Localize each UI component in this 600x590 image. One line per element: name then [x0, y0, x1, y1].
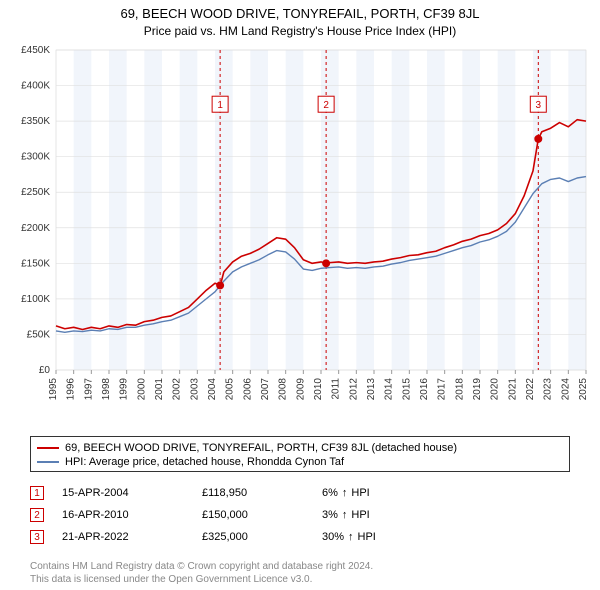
svg-text:2013: 2013 — [366, 378, 377, 401]
chart-subtitle: Price paid vs. HM Land Registry's House … — [0, 21, 600, 44]
svg-text:2011: 2011 — [331, 378, 342, 400]
svg-text:2019: 2019 — [472, 378, 483, 401]
table-row: 2 16-APR-2010 £150,000 3% ↑ HPI — [30, 504, 570, 526]
svg-text:£0: £0 — [39, 365, 51, 376]
svg-text:2023: 2023 — [543, 378, 554, 401]
event-badge: 2 — [30, 508, 44, 522]
svg-text:£350K: £350K — [21, 116, 50, 127]
svg-text:2018: 2018 — [454, 378, 465, 401]
event-date: 15-APR-2004 — [62, 487, 202, 499]
footer-line: Contains HM Land Registry data © Crown c… — [30, 560, 373, 573]
svg-text:2014: 2014 — [384, 378, 395, 401]
svg-text:£400K: £400K — [21, 81, 50, 92]
svg-text:2004: 2004 — [207, 378, 218, 401]
svg-text:2001: 2001 — [154, 378, 165, 401]
event-date: 16-APR-2010 — [62, 509, 202, 521]
chart-title: 69, BEECH WOOD DRIVE, TONYREFAIL, PORTH,… — [0, 0, 600, 21]
pct-tag: HPI — [351, 509, 369, 521]
up-arrow-icon: ↑ — [342, 487, 348, 499]
svg-text:2020: 2020 — [490, 378, 501, 401]
svg-text:2010: 2010 — [313, 378, 324, 401]
event-badge: 3 — [30, 530, 44, 544]
svg-text:1998: 1998 — [101, 378, 112, 401]
svg-text:2000: 2000 — [136, 378, 147, 401]
svg-text:2003: 2003 — [189, 378, 200, 401]
legend-item-property: 69, BEECH WOOD DRIVE, TONYREFAIL, PORTH,… — [37, 441, 563, 455]
svg-text:£50K: £50K — [27, 329, 51, 340]
line-chart: £0 £50K £100K £150K £200K £250K £300K £350K £400… — [0, 44, 600, 424]
svg-text:2: 2 — [323, 100, 329, 111]
svg-text:2022: 2022 — [525, 378, 536, 401]
svg-text:2024: 2024 — [560, 378, 571, 401]
svg-text:2005: 2005 — [225, 378, 236, 401]
event-pct: 30% ↑ HPI — [322, 531, 462, 543]
event-pct: 6% ↑ HPI — [322, 487, 462, 499]
event-table: 1 15-APR-2004 £118,950 6% ↑ HPI 2 16-APR… — [30, 482, 570, 548]
legend-item-hpi: HPI: Average price, detached house, Rhon… — [37, 455, 563, 469]
event-price: £325,000 — [202, 531, 322, 543]
svg-text:£250K: £250K — [21, 187, 50, 198]
svg-text:1996: 1996 — [66, 378, 77, 401]
svg-text:1997: 1997 — [83, 378, 94, 401]
up-arrow-icon: ↑ — [348, 531, 354, 543]
svg-text:2017: 2017 — [437, 378, 448, 401]
event-badge: 1 — [30, 486, 44, 500]
svg-text:2016: 2016 — [419, 378, 430, 401]
svg-text:£200K: £200K — [21, 223, 50, 234]
pct-value: 6% — [322, 487, 338, 499]
svg-text:2009: 2009 — [295, 378, 306, 401]
svg-text:2015: 2015 — [401, 378, 412, 401]
up-arrow-icon: ↑ — [342, 509, 348, 521]
legend-label: 69, BEECH WOOD DRIVE, TONYREFAIL, PORTH,… — [65, 442, 457, 454]
table-row: 3 21-APR-2022 £325,000 30% ↑ HPI — [30, 526, 570, 548]
pct-tag: HPI — [358, 531, 376, 543]
pct-tag: HPI — [351, 487, 369, 499]
svg-text:£300K: £300K — [21, 152, 50, 163]
legend-swatch — [37, 461, 59, 463]
chart-area: £0 £50K £100K £150K £200K £250K £300K £350K £400… — [0, 44, 600, 424]
legend: 69, BEECH WOOD DRIVE, TONYREFAIL, PORTH,… — [30, 436, 570, 472]
event-pct: 3% ↑ HPI — [322, 509, 462, 521]
svg-text:2007: 2007 — [260, 378, 271, 401]
svg-text:2008: 2008 — [278, 378, 289, 401]
footer: Contains HM Land Registry data © Crown c… — [30, 560, 373, 586]
svg-text:2025: 2025 — [578, 378, 589, 401]
svg-text:2012: 2012 — [348, 378, 359, 401]
svg-text:3: 3 — [536, 100, 542, 111]
legend-label: HPI: Average price, detached house, Rhon… — [65, 456, 344, 468]
svg-text:2002: 2002 — [172, 378, 183, 401]
event-price: £150,000 — [202, 509, 322, 521]
svg-text:2006: 2006 — [242, 378, 253, 401]
pct-value: 3% — [322, 509, 338, 521]
svg-text:1995: 1995 — [48, 378, 59, 401]
svg-text:2021: 2021 — [507, 378, 518, 401]
svg-text:1999: 1999 — [119, 378, 130, 401]
svg-text:£100K: £100K — [21, 294, 50, 305]
table-row: 1 15-APR-2004 £118,950 6% ↑ HPI — [30, 482, 570, 504]
event-date: 21-APR-2022 — [62, 531, 202, 543]
pct-value: 30% — [322, 531, 344, 543]
event-price: £118,950 — [202, 487, 322, 499]
svg-text:1: 1 — [217, 100, 223, 111]
svg-text:£150K: £150K — [21, 258, 50, 269]
svg-text:£450K: £450K — [21, 45, 50, 56]
legend-swatch — [37, 447, 59, 449]
footer-line: This data is licensed under the Open Gov… — [30, 573, 373, 586]
